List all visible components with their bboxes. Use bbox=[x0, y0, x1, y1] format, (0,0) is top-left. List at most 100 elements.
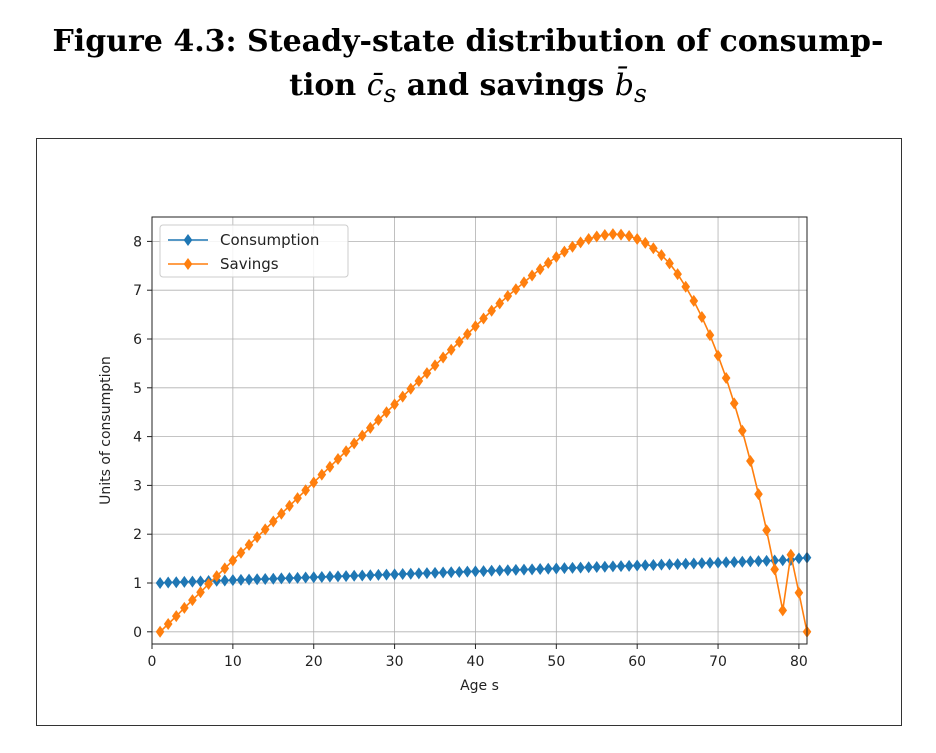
data-point-consumption bbox=[535, 563, 545, 576]
data-point-savings bbox=[754, 488, 763, 501]
data-point-savings bbox=[325, 460, 335, 473]
data-point-savings bbox=[390, 398, 399, 411]
data-point-savings bbox=[721, 372, 731, 385]
data-point-savings bbox=[471, 320, 480, 333]
savings-symbol: b̄ bbox=[614, 68, 634, 103]
x-tick-label: 80 bbox=[790, 654, 808, 670]
data-point-consumption bbox=[519, 563, 529, 576]
data-point-savings bbox=[762, 524, 771, 537]
data-point-consumption bbox=[220, 574, 230, 587]
data-point-savings bbox=[689, 294, 699, 307]
data-point-consumption bbox=[268, 572, 278, 585]
data-point-consumption bbox=[285, 572, 294, 585]
data-point-savings bbox=[252, 531, 262, 544]
data-point-savings bbox=[640, 236, 650, 249]
data-point-savings bbox=[519, 276, 529, 289]
data-point-savings bbox=[446, 343, 456, 356]
data-point-consumption bbox=[681, 557, 691, 570]
ticks: 0 10 20 30 40 50 60 70 80 0 1 2 3 4 5 6 7 8 bbox=[133, 234, 808, 670]
data-point-consumption bbox=[390, 568, 399, 581]
data-point-savings bbox=[357, 429, 367, 442]
data-point-savings bbox=[649, 242, 658, 255]
data-point-savings bbox=[568, 240, 577, 253]
data-point-savings bbox=[244, 538, 254, 551]
y-axis-label: Units of consumption bbox=[98, 356, 114, 505]
data-point-consumption bbox=[794, 552, 804, 565]
data-point-consumption bbox=[729, 556, 739, 569]
data-point-savings bbox=[511, 283, 521, 296]
data-point-savings bbox=[592, 230, 602, 243]
x-tick-label: 10 bbox=[224, 654, 242, 670]
data-point-consumption bbox=[155, 577, 165, 589]
x-tick-label: 40 bbox=[467, 654, 485, 670]
data-point-consumption bbox=[188, 575, 197, 588]
data-point-consumption bbox=[430, 566, 440, 579]
data-point-consumption bbox=[705, 556, 715, 569]
data-point-savings bbox=[366, 421, 375, 434]
data-point-savings bbox=[729, 397, 739, 410]
data-point-savings bbox=[778, 604, 788, 617]
data-point-savings bbox=[463, 328, 472, 341]
data-point-savings bbox=[228, 554, 238, 567]
chart: 0 10 20 30 40 50 60 70 80 0 1 2 3 4 5 6 7 8 Age s Units o… bbox=[98, 216, 812, 694]
data-point-consumption bbox=[576, 561, 585, 574]
legend: Consumption Savings bbox=[159, 224, 349, 278]
data-point-consumption bbox=[341, 570, 351, 583]
plot-area-border bbox=[151, 216, 808, 645]
data-point-consumption bbox=[624, 559, 634, 572]
data-point-consumption bbox=[438, 566, 448, 579]
data-point-consumption bbox=[503, 564, 513, 577]
data-point-savings bbox=[665, 257, 674, 270]
data-point-savings bbox=[487, 304, 496, 317]
legend-label-consumption: Consumption bbox=[220, 231, 319, 249]
y-tick-label: 0 bbox=[133, 625, 142, 641]
data-point-savings bbox=[616, 228, 626, 241]
x-tick-label: 60 bbox=[628, 654, 646, 670]
x-tick-label: 70 bbox=[709, 654, 727, 670]
y-tick-label: 5 bbox=[133, 381, 142, 397]
data-point-consumption bbox=[640, 559, 650, 572]
data-point-consumption bbox=[333, 570, 343, 583]
data-point-savings bbox=[171, 610, 181, 623]
consumption-subscript: s bbox=[383, 79, 397, 108]
data-point-consumption bbox=[689, 557, 699, 570]
data-point-savings bbox=[317, 468, 327, 481]
data-point-savings bbox=[535, 263, 545, 276]
data-point-consumption bbox=[277, 572, 286, 585]
data-point-savings bbox=[438, 351, 448, 364]
data-point-savings bbox=[398, 390, 407, 403]
data-point-savings bbox=[527, 269, 537, 282]
figure-title-text-b: and savings bbox=[396, 68, 615, 103]
y-tick-label: 1 bbox=[133, 576, 142, 592]
data-point-savings bbox=[260, 523, 270, 536]
data-point-savings bbox=[503, 290, 513, 303]
data-point-savings bbox=[673, 268, 682, 281]
data-point-consumption bbox=[252, 573, 262, 586]
data-point-consumption bbox=[632, 559, 642, 572]
data-point-savings bbox=[382, 406, 391, 419]
data-point-consumption bbox=[228, 574, 238, 587]
data-point-savings bbox=[236, 546, 246, 559]
series-layer bbox=[155, 228, 812, 638]
data-point-consumption bbox=[374, 568, 383, 581]
y-tick-label: 6 bbox=[133, 332, 142, 348]
data-point-savings bbox=[430, 359, 440, 372]
y-tick-label: 2 bbox=[133, 527, 142, 543]
data-point-savings bbox=[155, 625, 165, 638]
data-point-savings bbox=[600, 229, 610, 242]
x-axis-label: Age s bbox=[460, 678, 499, 694]
data-point-consumption bbox=[446, 566, 456, 579]
data-point-consumption bbox=[560, 562, 569, 575]
figure-title-line1: Steady-state distribution of consump- bbox=[247, 24, 884, 59]
data-point-savings bbox=[608, 228, 618, 241]
x-tick-label: 20 bbox=[305, 654, 323, 670]
data-point-consumption bbox=[366, 569, 375, 582]
data-point-consumption bbox=[649, 558, 658, 571]
data-point-consumption bbox=[236, 573, 246, 586]
data-point-consumption bbox=[479, 565, 488, 578]
data-point-consumption bbox=[527, 563, 537, 576]
data-point-savings bbox=[406, 382, 416, 395]
data-point-consumption bbox=[454, 565, 464, 578]
data-point-consumption bbox=[665, 558, 674, 571]
x-tick-label: 50 bbox=[547, 654, 565, 670]
